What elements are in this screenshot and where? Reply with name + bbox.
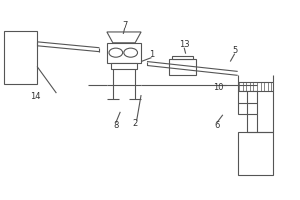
Bar (169, 59, 196, 75)
Text: 5: 5 (232, 46, 237, 55)
Polygon shape (107, 32, 141, 43)
Bar (238, 82, 273, 91)
Bar (238, 91, 257, 114)
Bar (172, 56, 193, 59)
Text: 7: 7 (122, 21, 128, 30)
Circle shape (124, 48, 137, 57)
Text: 10: 10 (213, 83, 224, 92)
Bar (238, 132, 273, 175)
Text: 6: 6 (214, 121, 220, 130)
Text: 8: 8 (113, 121, 118, 130)
Bar (4, 31, 37, 84)
Text: 2: 2 (133, 119, 138, 128)
Circle shape (109, 48, 123, 57)
Text: 13: 13 (179, 40, 190, 49)
Bar (107, 43, 141, 63)
Text: 1: 1 (149, 50, 154, 59)
Bar (111, 63, 136, 69)
Text: 14: 14 (30, 92, 41, 101)
